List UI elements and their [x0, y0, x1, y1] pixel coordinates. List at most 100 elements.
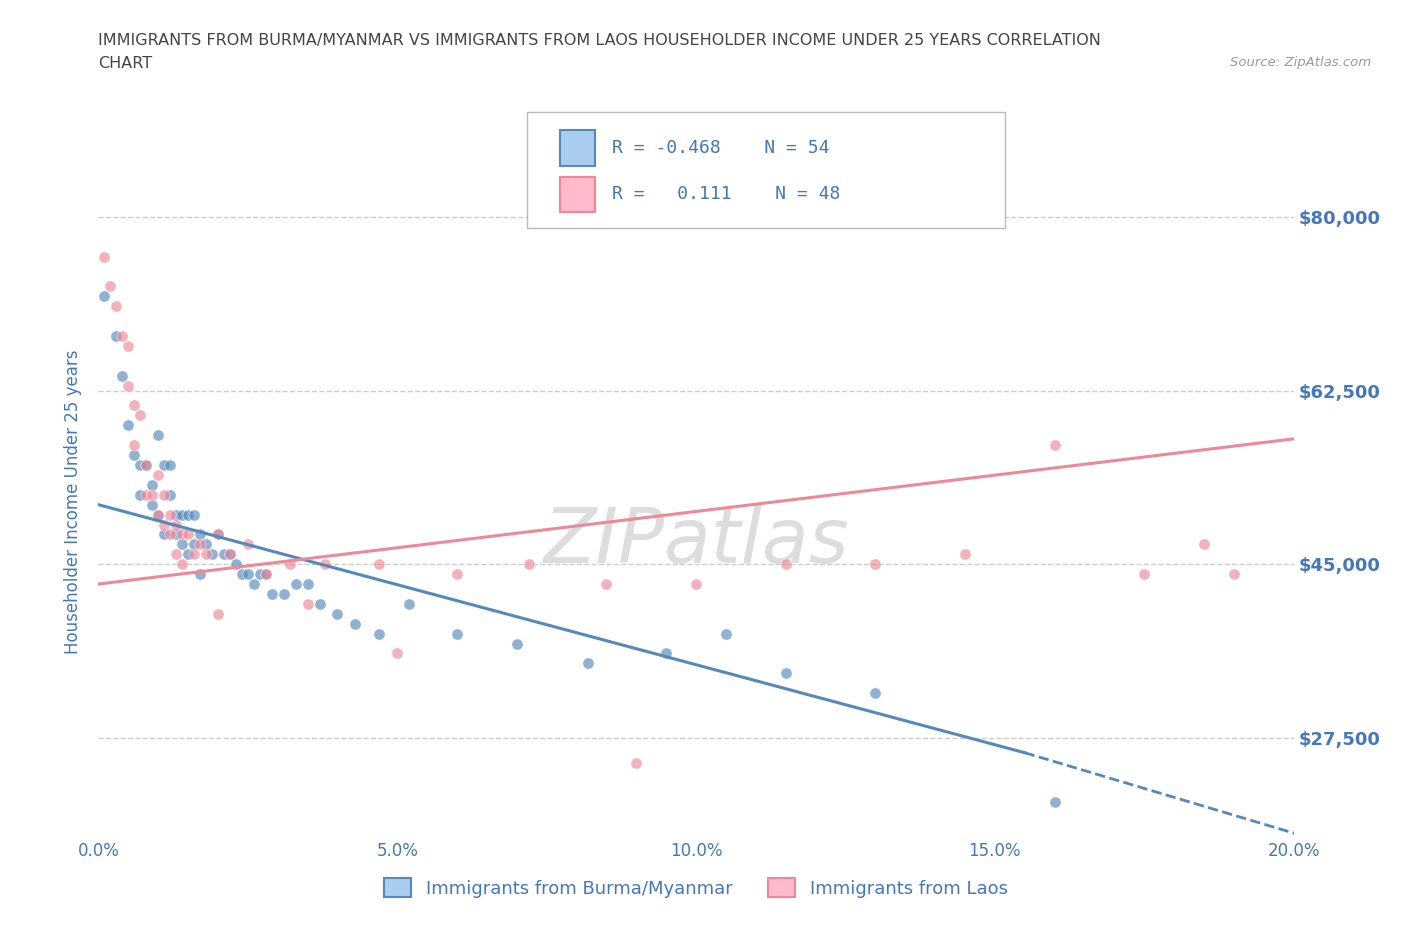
Point [212, 547, 235, 562]
Point [775, 666, 797, 681]
Point [368, 557, 391, 572]
Point [219, 547, 242, 562]
Text: IMMIGRANTS FROM BURMA/MYANMAR VS IMMIGRANTS FROM LAOS HOUSEHOLDER INCOME UNDER 2: IMMIGRANTS FROM BURMA/MYANMAR VS IMMIGRA… [98, 33, 1101, 47]
Point [775, 557, 797, 572]
Legend: Immigrants from Burma/Myanmar, Immigrants from Laos: Immigrants from Burma/Myanmar, Immigrant… [377, 871, 1015, 905]
Point [249, 566, 271, 581]
Point [219, 547, 242, 562]
Point [159, 487, 181, 502]
Point [111, 328, 134, 343]
Point [165, 517, 187, 532]
Point [231, 566, 253, 581]
Point [129, 487, 152, 502]
Point [135, 487, 157, 502]
Point [183, 547, 205, 562]
Point [315, 557, 337, 572]
Point [714, 626, 737, 641]
Point [177, 547, 200, 562]
Point [183, 507, 205, 522]
Point [177, 527, 200, 542]
Text: Source: ZipAtlas.com: Source: ZipAtlas.com [1230, 56, 1371, 69]
Text: R =   0.111    N = 48: R = 0.111 N = 48 [612, 185, 839, 204]
Point [124, 447, 146, 462]
Point [506, 636, 529, 651]
Point [153, 487, 176, 502]
Point [578, 656, 600, 671]
Point [153, 527, 176, 542]
Point [111, 368, 134, 383]
Point [865, 685, 887, 700]
Point [1043, 438, 1066, 453]
Point [595, 577, 617, 591]
Point [626, 755, 648, 770]
Point [201, 547, 224, 562]
Point [254, 566, 277, 581]
Point [308, 596, 330, 611]
Point [124, 438, 146, 453]
Point [153, 458, 176, 472]
Point [124, 398, 146, 413]
Point [117, 418, 139, 432]
Point [243, 577, 266, 591]
Point [195, 537, 218, 551]
Point [207, 527, 229, 542]
Point [165, 527, 187, 542]
Point [177, 507, 200, 522]
Point [1133, 566, 1156, 581]
Point [172, 557, 194, 572]
Point [254, 566, 277, 581]
Point [446, 566, 468, 581]
Point [236, 566, 259, 581]
Point [1192, 537, 1215, 551]
Point [368, 626, 391, 641]
Point [172, 527, 194, 542]
Point [260, 587, 283, 602]
Point [141, 477, 163, 492]
Point [148, 507, 170, 522]
Point [159, 458, 181, 472]
Point [188, 537, 211, 551]
Point [188, 527, 211, 542]
Point [1223, 566, 1246, 581]
Point [135, 458, 157, 472]
Text: R = -0.468    N = 54: R = -0.468 N = 54 [612, 139, 830, 157]
Point [148, 468, 170, 483]
Point [188, 566, 211, 581]
Point [655, 646, 678, 661]
Point [273, 587, 295, 602]
Point [148, 507, 170, 522]
Point [297, 577, 319, 591]
Point [117, 379, 139, 393]
Point [172, 507, 194, 522]
Point [159, 527, 181, 542]
Point [141, 487, 163, 502]
Text: ZIPatlas: ZIPatlas [543, 505, 849, 579]
Point [195, 547, 218, 562]
Point [865, 557, 887, 572]
Point [135, 458, 157, 472]
Point [159, 507, 181, 522]
Point [93, 289, 115, 304]
Point [117, 339, 139, 353]
Point [284, 577, 307, 591]
Point [953, 547, 976, 562]
Point [207, 527, 229, 542]
Point [100, 279, 122, 294]
Point [129, 408, 152, 423]
Point [236, 537, 259, 551]
Point [398, 596, 420, 611]
Point [207, 606, 229, 621]
Point [685, 577, 707, 591]
Point [105, 299, 128, 313]
Point [278, 557, 301, 572]
Y-axis label: Householder Income Under 25 years: Householder Income Under 25 years [65, 350, 83, 655]
Point [326, 606, 349, 621]
Point [344, 617, 367, 631]
Point [297, 596, 319, 611]
Point [93, 249, 115, 264]
Point [385, 646, 409, 661]
Point [446, 626, 468, 641]
Point [183, 537, 205, 551]
Point [165, 547, 187, 562]
Point [148, 428, 170, 443]
